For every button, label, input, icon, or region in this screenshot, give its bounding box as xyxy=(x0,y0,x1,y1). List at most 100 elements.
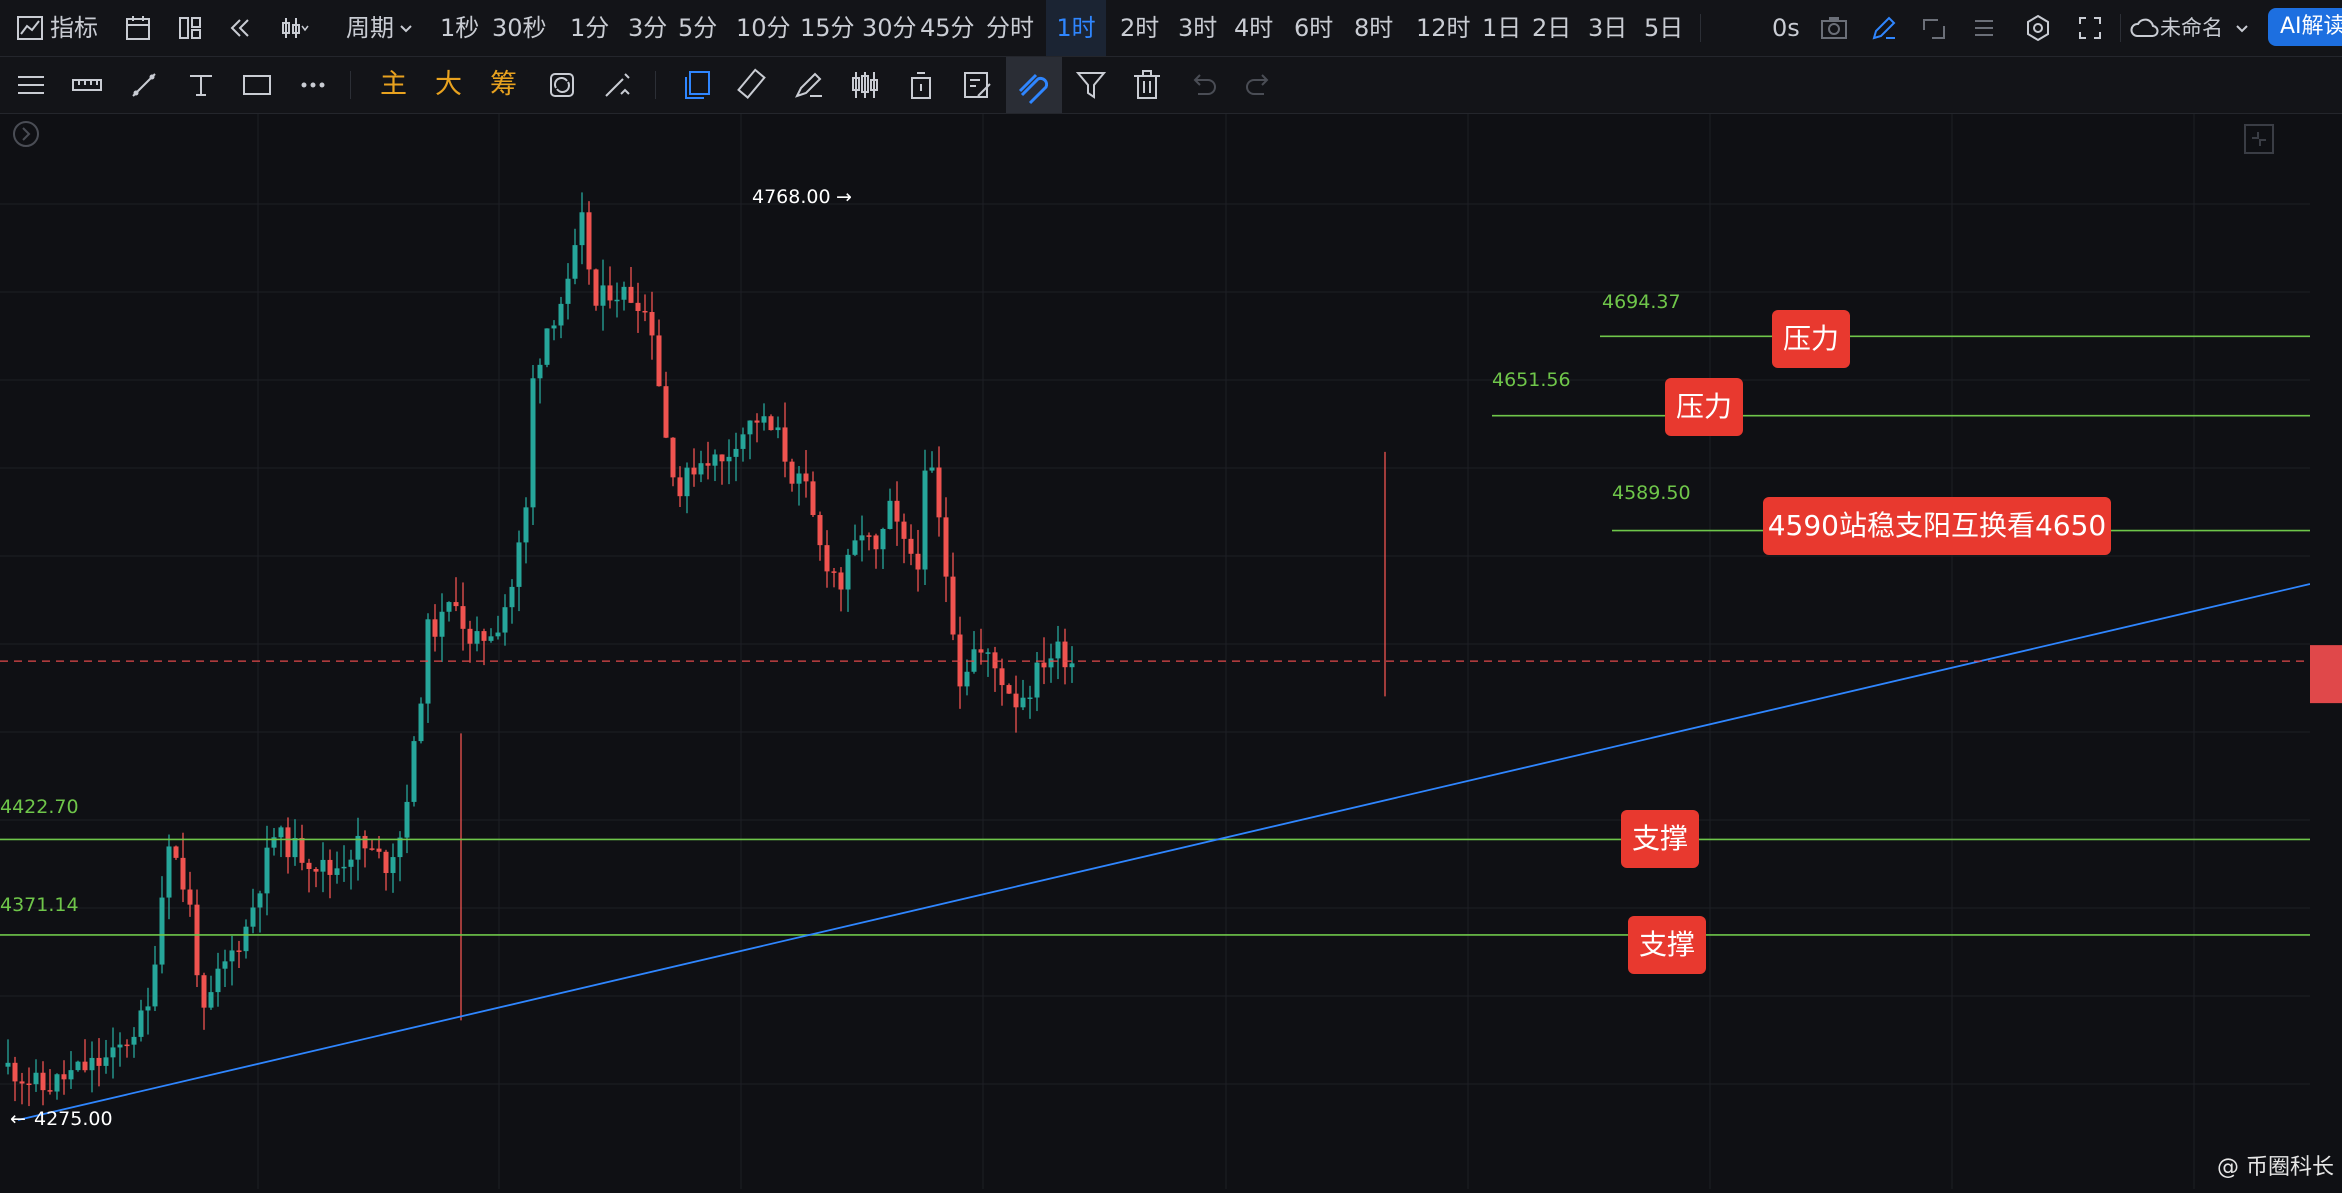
resistance-tag[interactable]: 压力 xyxy=(1665,378,1743,436)
candle-body xyxy=(285,827,291,858)
timeframe-10分[interactable]: 10分 xyxy=(736,14,791,42)
timeframe-2时[interactable]: 2时 xyxy=(1120,14,1160,42)
timeframe-分时[interactable]: 分时 xyxy=(986,14,1034,42)
candle-body xyxy=(593,269,599,306)
timeframe-1日[interactable]: 1日 xyxy=(1482,14,1522,42)
resistance-tag[interactable]: 压力 xyxy=(1772,310,1850,368)
camera-icon[interactable] xyxy=(1818,12,1850,44)
arrow-left-icon: ← xyxy=(10,1108,26,1130)
pencil-icon[interactable] xyxy=(1868,12,1900,44)
rectangle-icon[interactable] xyxy=(240,68,274,102)
list-icon[interactable] xyxy=(1968,12,2000,44)
candle-compare-icon[interactable] xyxy=(848,68,882,102)
timeframe-8时[interactable]: 8时 xyxy=(1354,14,1394,42)
magnet-icon[interactable] xyxy=(1006,57,1062,113)
ruler-icon[interactable] xyxy=(70,68,104,102)
support-tag[interactable]: 支撑 xyxy=(1621,810,1699,868)
candle-body xyxy=(250,907,256,927)
timeframe-30秒[interactable]: 30秒 xyxy=(492,14,547,42)
chart-area[interactable] xyxy=(0,114,2342,1189)
main-chart-toggle[interactable]: 主 xyxy=(380,69,407,100)
candle-body xyxy=(663,386,669,438)
candle-body xyxy=(530,378,536,508)
candle-body xyxy=(754,420,760,423)
candle-body xyxy=(873,535,879,550)
filter-icon[interactable] xyxy=(1074,68,1108,102)
ai-interpret-button[interactable]: AI解读 xyxy=(2268,8,2342,46)
lock-icon[interactable] xyxy=(904,68,938,102)
undo-icon[interactable] xyxy=(1186,68,1220,102)
candle-body xyxy=(992,652,998,669)
candle-body xyxy=(467,628,473,644)
candle-body xyxy=(691,467,697,475)
layout-icon[interactable] xyxy=(174,12,206,44)
timeframe-6时[interactable]: 6时 xyxy=(1294,14,1334,42)
more-icon[interactable] xyxy=(296,68,330,102)
crop-icon[interactable] xyxy=(1918,12,1950,44)
magic-pen-icon[interactable] xyxy=(601,68,635,102)
trash-icon[interactable] xyxy=(1130,68,1164,102)
candle-body xyxy=(397,837,403,858)
timeframe-2日[interactable]: 2日 xyxy=(1532,14,1572,42)
candle-body xyxy=(299,837,305,863)
timeframe-30分[interactable]: 30分 xyxy=(862,14,917,42)
candle-body xyxy=(621,286,627,300)
trend-line-icon[interactable] xyxy=(127,68,161,102)
eraser-icon[interactable] xyxy=(736,68,770,102)
cloud-icon[interactable] xyxy=(2128,12,2160,44)
timeframe-5日[interactable]: 5日 xyxy=(1644,14,1684,42)
timeframe-3日[interactable]: 3日 xyxy=(1588,14,1628,42)
timeframe-5分[interactable]: 5分 xyxy=(678,14,718,42)
candle-type-icon[interactable] xyxy=(278,12,310,44)
brush-icon[interactable] xyxy=(792,68,826,102)
settings-icon[interactable] xyxy=(2022,12,2054,44)
candle-body xyxy=(586,212,592,270)
indicators-button[interactable]: 指标 xyxy=(50,14,98,42)
timeframe-1分[interactable]: 1分 xyxy=(570,14,610,42)
candle-body xyxy=(159,897,165,965)
support-tag[interactable]: 支撑 xyxy=(1628,916,1706,974)
timeframe-12时[interactable]: 12时 xyxy=(1416,14,1471,42)
replay-icon[interactable] xyxy=(224,12,256,44)
edit-icon[interactable] xyxy=(960,68,994,102)
candle-body xyxy=(642,310,648,313)
candle-body xyxy=(740,434,746,449)
calendar-icon[interactable] xyxy=(122,12,154,44)
pivot-tag[interactable]: 4590站稳支阳互换看4650 xyxy=(1763,497,2111,555)
timeframe-4时[interactable]: 4时 xyxy=(1234,14,1274,42)
timeframe-3分[interactable]: 3分 xyxy=(628,14,668,42)
chips-toggle[interactable]: 筹 xyxy=(490,69,517,100)
candle-body xyxy=(1062,641,1068,668)
timeframe-15分[interactable]: 15分 xyxy=(800,14,855,42)
indicator-chart-icon[interactable] xyxy=(14,12,46,44)
sync-icon[interactable] xyxy=(545,68,579,102)
screenshot-frame-icon[interactable] xyxy=(2242,122,2276,156)
candle-body xyxy=(264,847,270,894)
timeframe-3时[interactable]: 3时 xyxy=(1178,14,1218,42)
candle-body xyxy=(243,926,249,952)
collapse-toggle-icon[interactable] xyxy=(12,120,40,148)
candle-body xyxy=(824,545,830,572)
redo-icon[interactable] xyxy=(1242,68,1276,102)
candle-body xyxy=(635,302,641,311)
candle-body xyxy=(614,299,620,302)
fullscreen-icon[interactable] xyxy=(2074,12,2106,44)
copy-icon[interactable] xyxy=(680,68,714,102)
candle-body xyxy=(68,1070,74,1080)
candle-body xyxy=(103,1057,109,1066)
big-order-toggle[interactable]: 大 xyxy=(435,69,462,100)
period-dropdown[interactable]: 周期 xyxy=(346,14,394,42)
candle-body xyxy=(523,507,529,543)
candle-body xyxy=(152,964,158,1007)
menu-icon[interactable] xyxy=(14,68,48,102)
text-tool-icon[interactable] xyxy=(184,68,218,102)
candle-body xyxy=(131,1036,137,1045)
timeframe-1时[interactable]: 1时 xyxy=(1046,0,1106,56)
timeframe-1秒[interactable]: 1秒 xyxy=(440,14,480,42)
candle-body xyxy=(565,278,571,304)
candle-body xyxy=(369,848,375,850)
timeframe-45分[interactable]: 45分 xyxy=(920,14,975,42)
candle-body xyxy=(208,992,214,1008)
layout-name[interactable]: 未命名 xyxy=(2160,16,2223,40)
candle-body xyxy=(726,456,732,462)
